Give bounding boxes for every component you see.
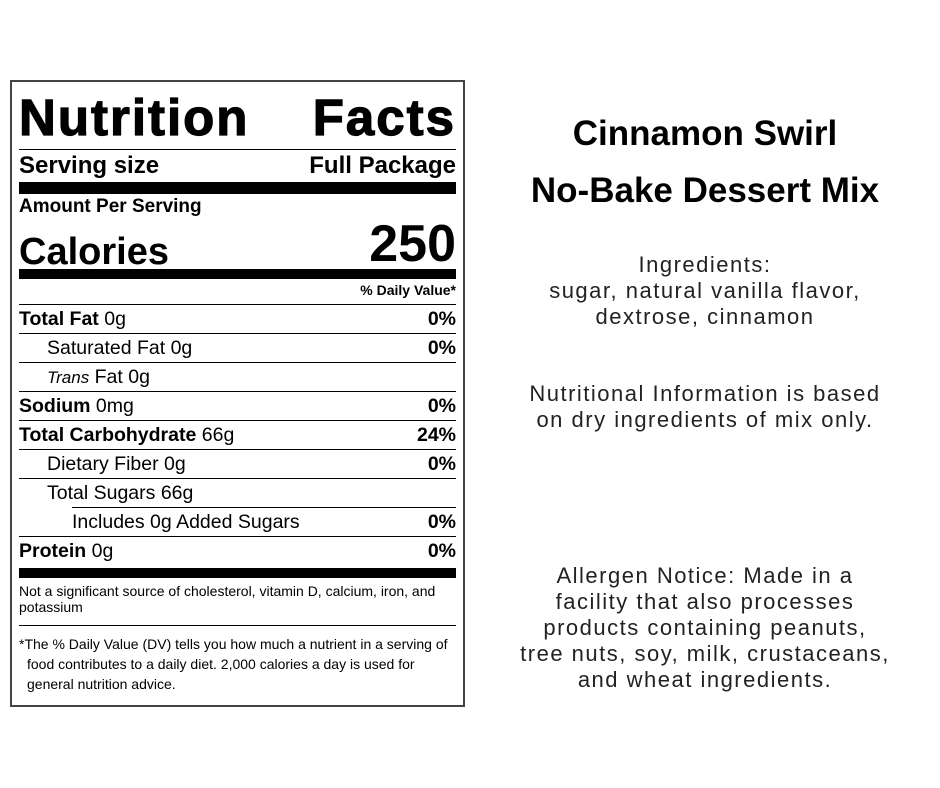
allergen-line: tree nuts, soy, milk, crustaceans, xyxy=(520,641,890,666)
rule xyxy=(19,269,456,279)
rule xyxy=(19,568,456,578)
allergen-line: products containing peanuts, xyxy=(543,615,867,640)
nutrient-amount: 0g xyxy=(91,539,114,562)
nutrient-name: Fat xyxy=(94,365,123,388)
rule xyxy=(19,182,456,194)
nutrient-amount: 0g xyxy=(164,452,186,475)
amount-per-serving: Amount Per Serving xyxy=(19,196,202,217)
rule xyxy=(19,625,456,626)
ingredients-line: sugar, natural vanilla flavor, xyxy=(549,278,861,303)
daily-value: 0% xyxy=(427,394,456,417)
allergen-line: and wheat ingredients. xyxy=(577,667,833,692)
nutrient-amount: 66g xyxy=(201,423,235,446)
nutrient-amount: 66g xyxy=(160,481,194,504)
serving-size-value: Full Package xyxy=(309,152,456,179)
daily-value: 24% xyxy=(416,423,456,446)
nutrient-italic: Trans xyxy=(47,367,90,387)
daily-value: 0% xyxy=(427,336,456,359)
nutrient-name: Total Fat xyxy=(19,307,99,330)
daily-value-header: % Daily Value* xyxy=(360,282,456,298)
nutrient-name: Dietary Fiber xyxy=(47,452,159,475)
title-line: No-Bake Dessert Mix xyxy=(530,171,880,210)
daily-value: 0% xyxy=(427,452,456,475)
label-note: Not a significant source of cholesterol,… xyxy=(19,583,436,615)
allergen-line: facility that also processes xyxy=(555,589,855,614)
serving-size-label: Serving size xyxy=(19,152,160,179)
serving-size: Serving size Full Package xyxy=(19,152,456,180)
nutrition-label: Nutrition Facts Serving size Full Packag… xyxy=(10,80,465,707)
nutrient-name: Total Sugars xyxy=(47,481,156,504)
allergen-notice: Allergen Notice: Made in a facility that… xyxy=(490,563,920,693)
product-title: Cinnamon Swirl No-Bake Dessert Mix xyxy=(490,105,920,219)
ingredients: Ingredients: sugar, natural vanilla flav… xyxy=(490,252,920,330)
nutrient-amount: 0g xyxy=(170,336,193,359)
nutrient-name: Sodium xyxy=(19,394,91,417)
title-line: Cinnamon Swirl xyxy=(572,114,838,153)
nutrient-name: Includes 0g Added Sugars xyxy=(72,510,300,533)
nutrient-amount: 0g xyxy=(104,307,126,330)
nutrient-amount: 0g xyxy=(128,365,150,388)
ingredients-heading: Ingredients: xyxy=(638,252,772,277)
nutrient-row: Sodium 0mg 0% xyxy=(19,391,456,420)
ingredients-line: dextrose, cinnamon xyxy=(595,304,815,329)
nutrient-row: Includes 0g Added Sugars 0% xyxy=(72,507,456,536)
nutrient-row: Trans Fat 0g xyxy=(19,362,456,391)
nutrient-row: Protein 0g 0% xyxy=(19,536,456,565)
daily-value: 0% xyxy=(427,307,456,330)
nutrient-name: Protein xyxy=(19,539,87,562)
nutrient-amount: 0mg xyxy=(95,394,134,417)
calories-value: 250 xyxy=(369,215,456,273)
allergen-line: Allergen Notice: Made in a xyxy=(556,563,854,588)
calories: Calories 250 xyxy=(19,214,456,274)
daily-value: 0% xyxy=(427,539,456,562)
nutrient-row: Saturated Fat 0g 0% xyxy=(19,333,456,362)
nutrition-note: Nutritional Information is based on dry … xyxy=(490,381,920,433)
rule xyxy=(19,149,456,150)
note-line: Nutritional Information is based xyxy=(529,381,881,406)
label-title: Nutrition Facts xyxy=(18,89,456,146)
label-footnote: *The % Daily Value (DV) tells you how mu… xyxy=(19,636,448,692)
note-line: on dry ingredients of mix only. xyxy=(536,407,874,432)
nutrient-row: Total Sugars 66g xyxy=(19,478,456,507)
calories-label: Calories xyxy=(19,231,169,273)
nutrient-row: Total Carbohydrate 66g 24% xyxy=(19,420,456,449)
nutrient-row: Total Fat 0g 0% xyxy=(19,304,456,333)
nutrient-row: Dietary Fiber 0g 0% xyxy=(19,449,456,478)
daily-value: 0% xyxy=(427,510,456,533)
nutrient-name: Saturated Fat xyxy=(47,336,166,359)
nutrient-name: Total Carbohydrate xyxy=(19,423,197,446)
